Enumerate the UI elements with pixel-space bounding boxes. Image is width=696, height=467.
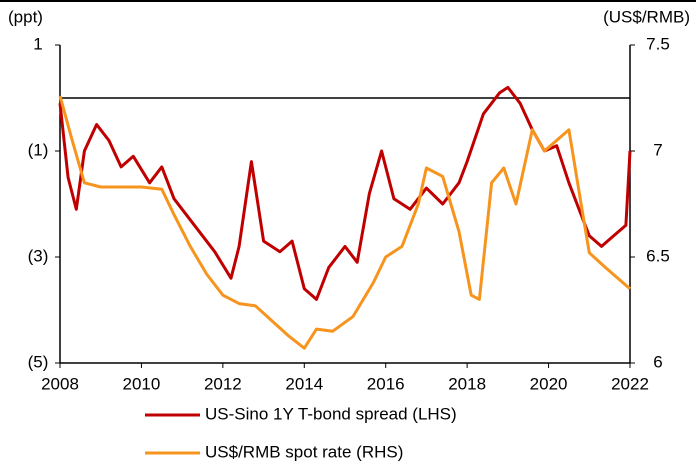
x-tick-label: 2012 bbox=[204, 374, 242, 393]
x-tick-label: 2010 bbox=[123, 374, 161, 393]
y-axis-label: (ppt) bbox=[8, 7, 43, 26]
y-tick-label: (1) bbox=[28, 140, 49, 159]
y-tick-label: (5) bbox=[28, 352, 49, 371]
y2-axis-label: (US$/RMB) bbox=[603, 7, 690, 26]
x-tick-label: 2022 bbox=[611, 374, 649, 393]
y-tick-label: 1 bbox=[33, 34, 42, 53]
x-tick-label: 2020 bbox=[530, 374, 568, 393]
y2-tick-label: 7.5 bbox=[646, 34, 670, 53]
y-tick-label: (3) bbox=[28, 246, 49, 265]
x-tick-label: 2018 bbox=[448, 374, 486, 393]
series-line bbox=[58, 95, 631, 350]
y2-tick-label: 7 bbox=[653, 140, 662, 159]
legend-label: US$/RMB spot rate (RHS) bbox=[205, 442, 403, 461]
y2-tick-label: 6.5 bbox=[646, 246, 670, 265]
legend-label: US-Sino 1Y T-bond spread (LHS) bbox=[205, 404, 457, 423]
x-tick-label: 2008 bbox=[41, 374, 79, 393]
x-tick-label: 2014 bbox=[285, 374, 323, 393]
y2-tick-label: 6 bbox=[653, 352, 662, 371]
series-line bbox=[58, 85, 632, 301]
x-tick-label: 2016 bbox=[367, 374, 405, 393]
